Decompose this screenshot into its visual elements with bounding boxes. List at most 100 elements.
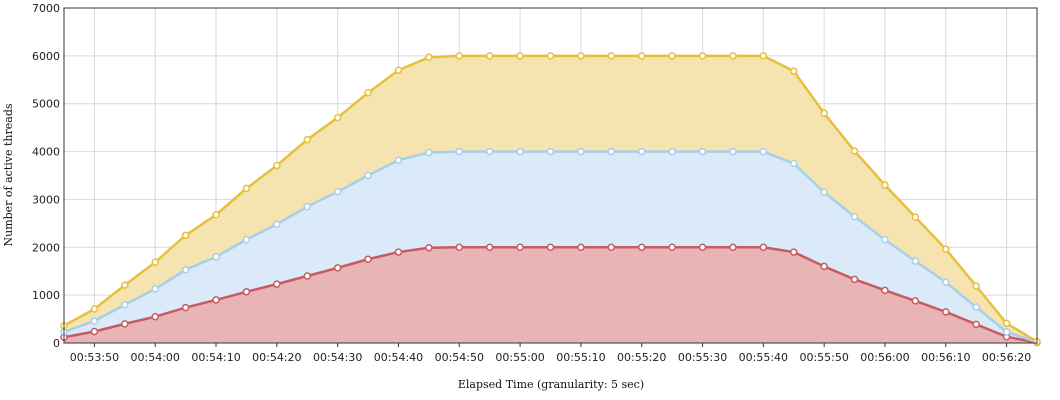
series-3-point	[607, 52, 616, 60]
plot-frame	[63, 7, 1038, 344]
series-3-point	[425, 53, 433, 62]
series-2-point	[607, 147, 616, 156]
series-1-point	[121, 320, 129, 328]
series-3-point	[729, 52, 737, 60]
series-3-point	[485, 52, 494, 60]
series-2-point	[668, 147, 676, 156]
series-3-point	[911, 213, 920, 221]
series-1-point	[151, 312, 159, 321]
series-2-point	[881, 235, 889, 244]
series-3-point	[90, 305, 99, 313]
series-3-point	[881, 181, 889, 189]
series-2-point	[455, 147, 464, 156]
y-tick-label: 1000	[32, 289, 60, 302]
series-1-point	[972, 320, 980, 329]
series-1-point	[212, 296, 220, 304]
x-tick-label: 00:55:20	[617, 351, 666, 364]
series-3-point	[273, 161, 281, 170]
series-2-point	[911, 257, 920, 265]
series-2-point	[485, 147, 494, 156]
y-axis-ticks: 0 1000 2000 3000 4000 5000 6000 7000	[32, 2, 60, 350]
series-2-point	[303, 202, 311, 211]
x-tick-label: 00:55:30	[678, 351, 727, 364]
series-2-point	[425, 148, 433, 157]
series-1-point	[516, 243, 524, 252]
x-tick-label: 00:55:00	[495, 351, 544, 364]
series-1-point	[90, 327, 99, 336]
series-3-point	[364, 88, 372, 97]
series-1-point	[425, 244, 433, 252]
series-2-point	[364, 171, 372, 180]
series-2-point	[181, 266, 190, 274]
series-3-point	[972, 282, 980, 290]
series-1-point	[729, 243, 737, 252]
series-3-point	[577, 52, 585, 60]
x-tick-label: 00:54:40	[374, 351, 423, 364]
series-2-point	[850, 212, 859, 221]
x-axis-ticks: 00:53:50 00:54:00 00:54:10 00:54:20 00:54:30…	[70, 343, 1031, 364]
series-1-point	[394, 248, 403, 256]
series-1-area	[64, 247, 1037, 343]
series-2-point	[1002, 328, 1011, 336]
series-2-point	[516, 147, 524, 156]
series-1-point	[820, 262, 828, 271]
series-3-point	[516, 52, 524, 60]
series-3-point	[333, 113, 342, 122]
x-tick-label: 00:55:50	[799, 351, 848, 364]
series-3-point	[181, 231, 190, 240]
y-tick-label: 5000	[32, 98, 60, 111]
series-2-point	[90, 317, 99, 325]
series-2-point	[790, 159, 798, 168]
y-tick-label: 4000	[32, 146, 60, 159]
series-3-point	[1002, 319, 1011, 328]
series-2-point	[546, 147, 555, 156]
series-3-point	[455, 52, 464, 60]
series-1-point	[485, 243, 494, 252]
series-2-point	[151, 285, 159, 293]
series-2-point	[273, 220, 281, 229]
series-3-point	[151, 258, 159, 266]
y-tick-label: 3000	[32, 193, 60, 206]
y-tick-label: 0	[53, 337, 60, 350]
x-tick-label: 00:54:10	[191, 351, 240, 364]
series-2-point	[942, 278, 950, 286]
series-1-point	[637, 243, 646, 252]
y-tick-label: 7000	[32, 2, 60, 15]
series-1-point	[273, 280, 281, 288]
series-2-point	[333, 188, 342, 196]
series-1-point	[333, 264, 342, 272]
series-1-point	[181, 303, 190, 312]
x-tick-label: 00:54:50	[435, 351, 484, 364]
x-tick-label: 00:55:10	[556, 351, 605, 364]
series-3-point	[820, 109, 828, 118]
x-tick-label: 00:55:40	[739, 351, 788, 364]
series-1-point	[668, 243, 676, 252]
y-tick-label: 6000	[32, 50, 60, 63]
series-points	[60, 52, 1041, 347]
x-tick-label: 00:56:10	[921, 351, 970, 364]
series-1-point	[790, 248, 798, 256]
series-1-point	[577, 243, 585, 252]
series-3-point	[790, 67, 798, 75]
series-3-point	[698, 52, 707, 60]
series-2-point	[729, 147, 737, 156]
series-2-point	[212, 253, 220, 261]
series-2-point	[759, 147, 768, 156]
series-3-point	[942, 245, 950, 253]
series-3-point	[850, 147, 859, 155]
series-1-point	[881, 286, 889, 295]
series-3-point	[759, 52, 768, 60]
series-3-point	[668, 52, 676, 60]
series-2-point	[637, 147, 646, 156]
series-2-point	[698, 147, 707, 156]
series-3-point	[121, 281, 129, 289]
series-2-point	[972, 303, 980, 311]
x-axis-title: Elapsed Time (granularity: 5 sec)	[458, 378, 644, 391]
y-axis-title: Number of active threads	[2, 103, 15, 246]
series-3-point	[546, 52, 555, 60]
series-1-point	[850, 275, 859, 284]
series-1-point	[698, 243, 707, 252]
series-2-point	[577, 147, 585, 156]
series-1-point	[546, 243, 555, 252]
